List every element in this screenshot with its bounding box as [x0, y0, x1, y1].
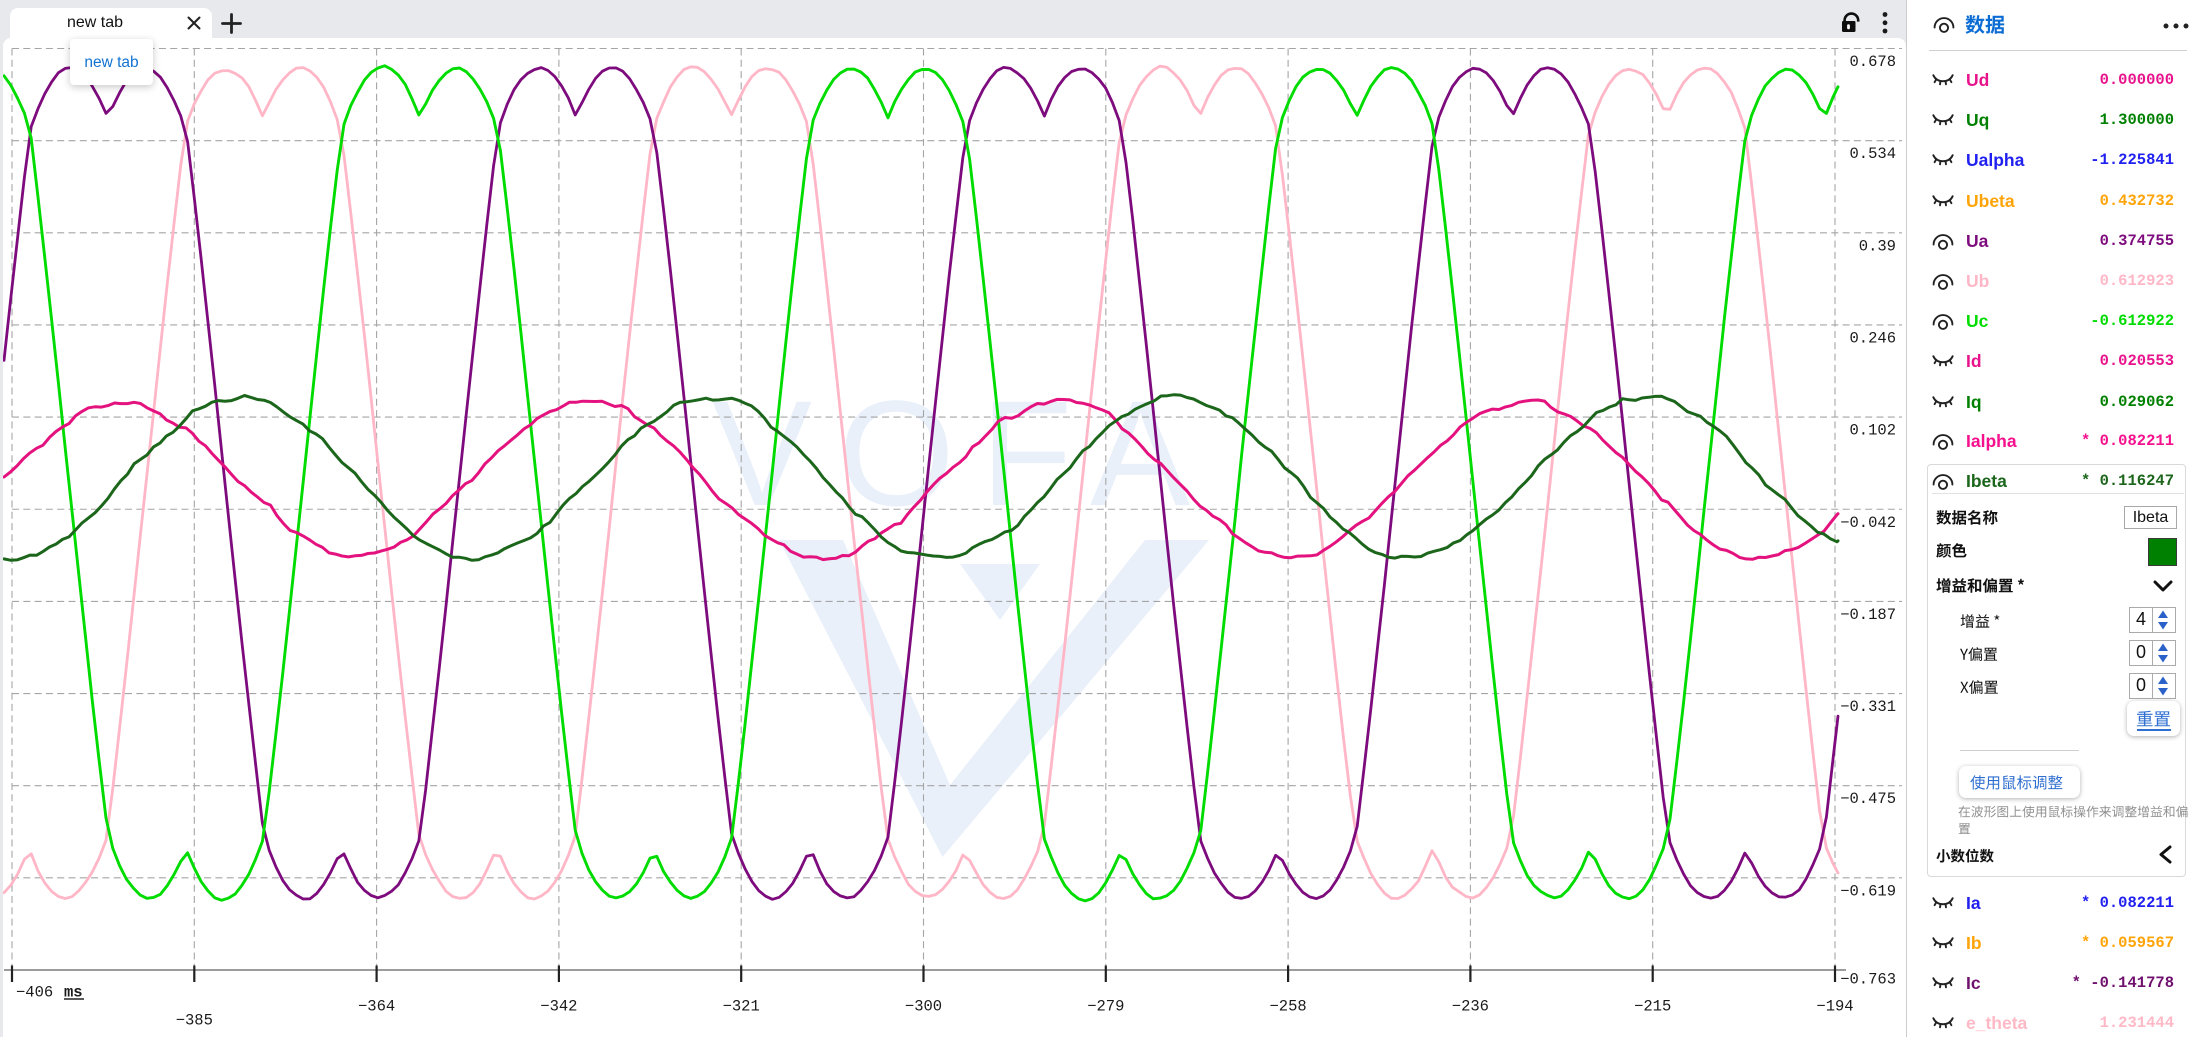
svg-text:−406: −406	[16, 984, 53, 1002]
svg-text:−0.619: −0.619	[1840, 882, 1896, 900]
svg-text:0.534: 0.534	[1849, 145, 1896, 163]
svg-text:−0.187: −0.187	[1840, 606, 1896, 624]
svg-text:−236: −236	[1452, 998, 1489, 1016]
svg-text:0.246: 0.246	[1849, 330, 1896, 348]
svg-text:0.39: 0.39	[1859, 237, 1896, 255]
svg-text:−215: −215	[1634, 998, 1671, 1016]
svg-text:VOFA: VOFA	[712, 369, 1216, 537]
svg-text:0.678: 0.678	[1849, 53, 1896, 71]
svg-text:−194: −194	[1816, 998, 1853, 1016]
svg-text:ms: ms	[64, 984, 83, 1002]
svg-text:−321: −321	[723, 998, 760, 1016]
svg-text:−364: −364	[358, 998, 395, 1016]
svg-text:−258: −258	[1269, 998, 1306, 1016]
svg-text:−385: −385	[176, 1012, 213, 1030]
svg-text:−342: −342	[540, 998, 577, 1016]
svg-text:−279: −279	[1087, 998, 1124, 1016]
svg-text:−0.042: −0.042	[1840, 514, 1896, 532]
svg-text:−300: −300	[905, 998, 942, 1016]
svg-text:−0.763: −0.763	[1840, 971, 1896, 989]
svg-text:−0.331: −0.331	[1840, 698, 1896, 716]
svg-text:−0.475: −0.475	[1840, 790, 1896, 808]
svg-text:0.102: 0.102	[1849, 422, 1896, 440]
